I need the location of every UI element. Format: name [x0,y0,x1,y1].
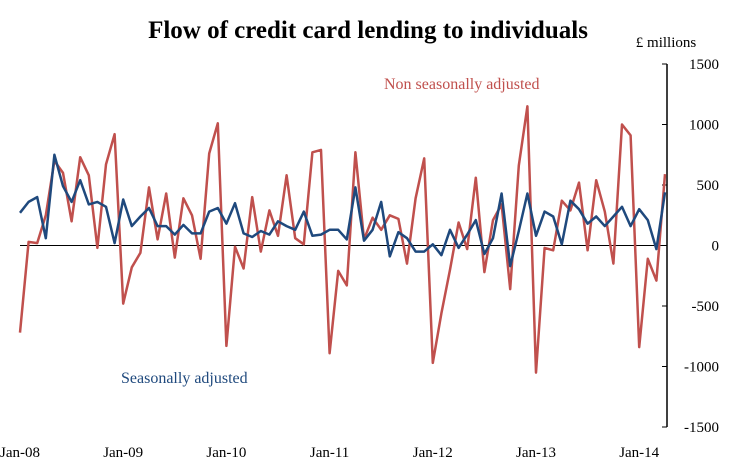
x-tick-label: Jan-14 [619,445,659,461]
y-tick-label: 0 [712,239,720,255]
x-tick-label: Jan-10 [206,445,246,461]
legend-label-nsa: Non seasonally adjusted [384,76,540,93]
y-tick-label: 1000 [689,118,719,134]
y-tick-label: -500 [692,299,720,315]
y-tick-label: 1500 [689,57,719,73]
x-tick-label: Jan-09 [103,445,143,461]
x-tick-label: Jan-08 [0,445,40,461]
y-tick-label: -1500 [684,420,719,436]
y-axis-label: £ millions [636,35,697,51]
legend-label-sa: Seasonally adjusted [121,370,248,387]
series-line-sa [19,153,667,268]
y-tick-label: -1000 [684,360,719,376]
y-tick-label: 500 [697,178,720,194]
x-tick-label: Jan-12 [413,445,453,461]
x-tick-label: Jan-11 [310,445,349,461]
chart-title: Flow of credit card lending to individua… [148,17,588,44]
x-tick-label: Jan-13 [516,445,556,461]
series-line-nsa [18,105,667,374]
